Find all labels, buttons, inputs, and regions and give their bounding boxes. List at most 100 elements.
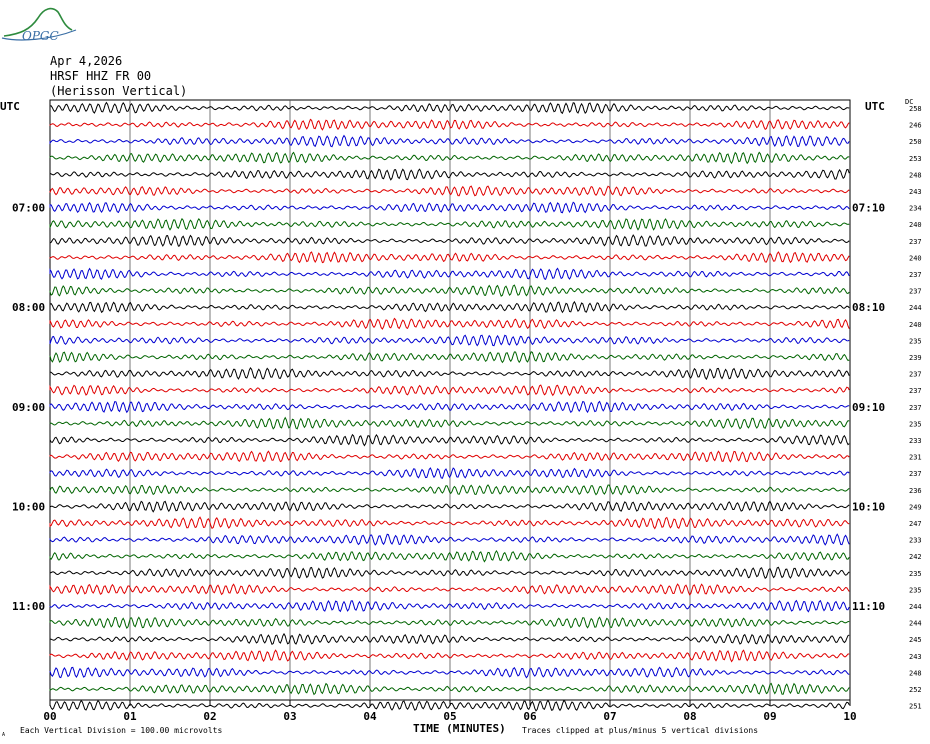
header-description: (Herisson Vertical) [50, 84, 188, 98]
seismic-trace [49, 168, 850, 181]
x-tick-label: 00 [43, 710, 56, 723]
header-date: Apr 4,2026 [50, 54, 123, 68]
header-station: HRSF HHZ FR 00 [50, 69, 152, 83]
seismic-trace [49, 533, 850, 546]
dc-offset-label: 252 [909, 686, 922, 694]
x-axis-title: TIME (MINUTES) [413, 722, 506, 735]
x-tick-label: 05 [443, 710, 456, 723]
seismic-trace [49, 566, 850, 579]
dc-offset-label: 244 [909, 620, 922, 628]
plot-grid [49, 99, 851, 706]
dc-offset-label: 247 [909, 520, 922, 528]
seismic-traces [49, 101, 850, 712]
seismic-trace [49, 666, 850, 679]
clip-note: Traces clipped at plus/minus 5 vertical … [522, 726, 758, 735]
seismic-trace [49, 599, 850, 613]
dc-offset-label: 251 [909, 703, 922, 711]
seismic-trace [49, 118, 850, 131]
seismic-trace [49, 450, 850, 463]
dc-offset-label: 253 [909, 155, 922, 163]
dc-offset-label: 246 [909, 122, 922, 130]
seismic-trace [49, 500, 850, 513]
logo-swoosh [1, 29, 77, 41]
left-time-label: 09:00 [12, 401, 45, 414]
plot-labels: 00 01 02 03 04 05 06 07 08 09 10 258 246 250 253 248 243… [12, 105, 922, 723]
seismic-trace [49, 201, 850, 214]
dc-offset-label: 237 [909, 371, 922, 379]
dc-offset-label: 233 [909, 537, 922, 545]
opgc-logo: OPGC [1, 7, 77, 43]
seismic-trace [49, 416, 850, 430]
left-time-label: 08:00 [12, 301, 45, 314]
left-time-label: 11:00 [12, 600, 45, 613]
x-tick-label: 07 [603, 710, 616, 723]
dc-offset-label: 235 [909, 586, 922, 594]
dc-offset-label: 236 [909, 487, 922, 495]
x-tick-label: 04 [363, 710, 377, 723]
right-time-label: 11:10 [852, 600, 885, 613]
right-time-label: 10:10 [852, 500, 885, 513]
dc-label: DC [905, 98, 913, 106]
seismic-trace [49, 549, 850, 563]
seismic-trace [49, 151, 850, 165]
x-tick-label: 02 [203, 710, 216, 723]
left-time-label: 07:00 [12, 202, 45, 215]
x-tick-label: 01 [123, 710, 137, 723]
seismic-trace [49, 649, 850, 663]
seismic-trace [49, 101, 850, 115]
dc-offset-label: 235 [909, 420, 922, 428]
dc-offset-label: 235 [909, 570, 922, 578]
seismic-trace [49, 134, 850, 148]
seismic-trace [49, 400, 850, 414]
logo-text: OPGC [22, 29, 59, 43]
dc-offset-label: 240 [909, 254, 922, 262]
x-tick-label: 09 [763, 710, 776, 723]
dc-offset-label: 235 [909, 337, 922, 345]
seismic-trace [49, 284, 850, 297]
x-tick-label: 03 [283, 710, 296, 723]
left-utc-label: UTC [0, 100, 20, 113]
right-time-label: 07:10 [852, 202, 885, 215]
seismic-trace [49, 699, 850, 712]
seismic-trace [49, 300, 850, 314]
seismic-trace [49, 632, 850, 646]
seismic-trace [49, 583, 850, 596]
dc-offset-label: 237 [909, 238, 922, 246]
dc-offset-label: 233 [909, 437, 922, 445]
seismic-trace [49, 334, 850, 347]
seismic-trace [49, 384, 850, 397]
dc-offset-label: 237 [909, 470, 922, 478]
x-tick-label: 10 [843, 710, 856, 723]
seismic-trace [49, 234, 850, 247]
dc-offset-label: 243 [909, 188, 922, 196]
left-time-label: 10:00 [12, 500, 45, 513]
right-utc-label: UTC [865, 100, 885, 113]
dc-offset-label: 231 [909, 454, 922, 462]
dc-offset-label: 239 [909, 354, 922, 362]
dc-offset-label: 258 [909, 105, 922, 113]
dc-offset-label: 234 [909, 205, 922, 213]
seismic-trace [49, 217, 850, 231]
seismic-trace [49, 317, 850, 330]
right-time-label: 09:10 [852, 401, 885, 414]
seismic-trace [49, 516, 850, 530]
seismic-trace [49, 433, 850, 447]
seismic-trace [49, 251, 850, 264]
dc-offset-label: 237 [909, 404, 922, 412]
dc-offset-label: 245 [909, 636, 922, 644]
dc-offset-label: 240 [909, 221, 922, 229]
seismic-trace [49, 185, 850, 197]
dc-offset-label: 237 [909, 288, 922, 296]
dc-offset-label: 249 [909, 503, 922, 511]
seismic-trace [49, 267, 850, 280]
dc-offset-label: 244 [909, 603, 922, 611]
right-time-label: 08:10 [852, 301, 885, 314]
x-tick-label: 08 [683, 710, 696, 723]
dc-offset-label: 237 [909, 387, 922, 395]
scale-note: Each Vertical Division = 100.00 microvol… [20, 726, 222, 735]
dc-offset-label: 244 [909, 304, 922, 312]
dc-offset-label: 237 [909, 271, 922, 279]
dc-offset-label: 248 [909, 669, 922, 677]
seismic-trace [49, 616, 850, 630]
